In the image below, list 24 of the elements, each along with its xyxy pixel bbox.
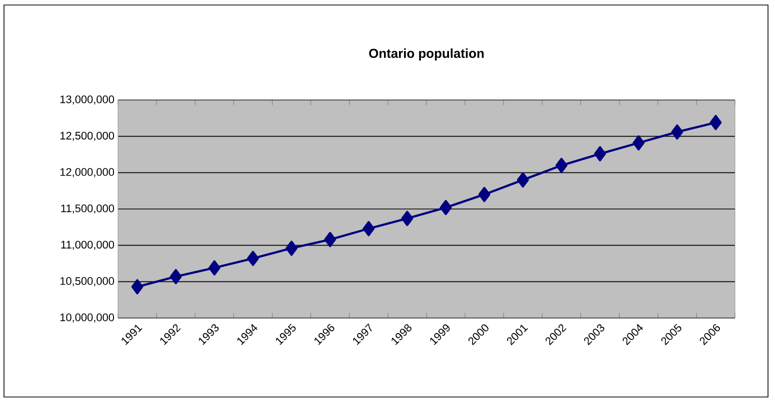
point: [247, 250, 259, 266]
point: [440, 200, 452, 216]
point: [401, 210, 414, 226]
point: [131, 279, 144, 294]
point: [556, 158, 568, 173]
y-tick-label: 13,000,000: [60, 95, 114, 105]
point: [362, 221, 375, 236]
point: [632, 135, 645, 150]
point: [170, 269, 182, 284]
point: [671, 124, 684, 140]
y-tick-label: 10,500,000: [60, 277, 114, 286]
point: [516, 172, 529, 188]
point: [594, 146, 606, 162]
y-tick-label: 12,500,000: [60, 132, 114, 141]
y-tick-label: 10,000,000: [60, 313, 114, 323]
point: [324, 232, 336, 248]
point: [208, 260, 220, 276]
y-tick-label: 12,000,000: [60, 168, 114, 178]
chart-title: Ontario population: [369, 48, 484, 60]
y-tick-label: 11,500,000: [61, 204, 114, 214]
point: [710, 114, 722, 130]
y-tick-label: 11,000,000: [61, 240, 114, 250]
point: [286, 240, 298, 256]
point: [478, 186, 490, 202]
